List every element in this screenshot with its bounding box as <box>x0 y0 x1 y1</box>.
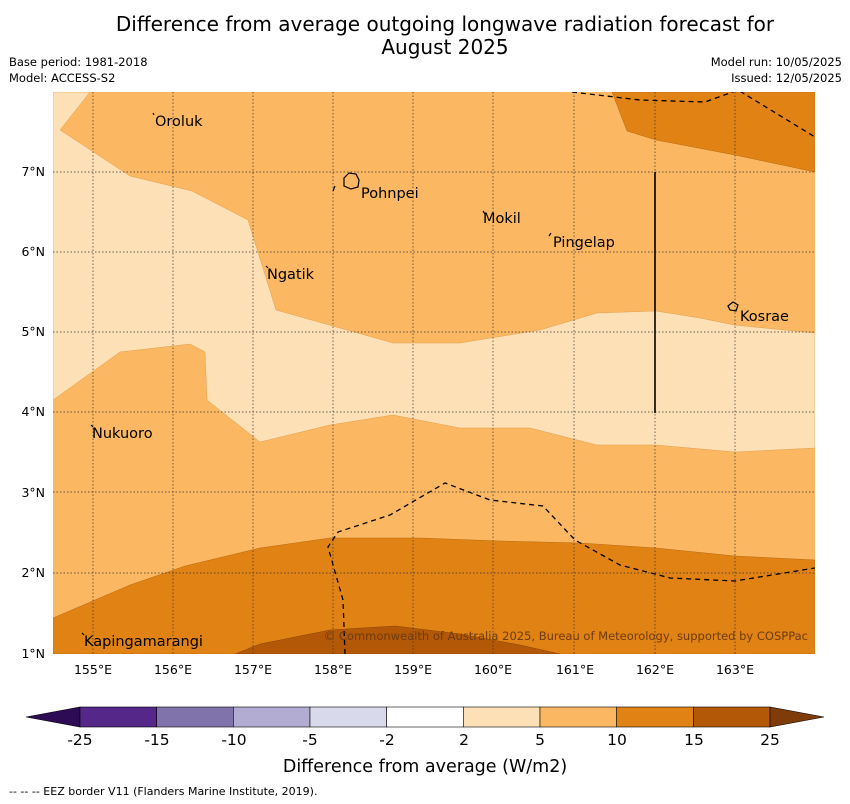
colorbar-segment <box>693 706 771 728</box>
colorbar-label: Difference from average (W/m2) <box>283 757 567 777</box>
lon-label-163e: 163°E <box>716 662 754 677</box>
label-pohnpei: Pohnpei <box>361 186 419 202</box>
issued-date: Issued: 12/05/2025 <box>731 71 842 85</box>
lon-label-155e: 155°E <box>74 662 112 677</box>
lat-label-6n: 6°N <box>21 244 45 259</box>
colorbar-segment <box>233 706 311 728</box>
model-name: Model: ACCESS-S2 <box>9 71 116 85</box>
label-kapingamarangi: Kapingamarangi <box>84 634 203 650</box>
colorbar-tick: -10 <box>221 731 246 749</box>
band-2-to-5-north <box>53 92 815 453</box>
colorbar-tick: 15 <box>684 731 704 749</box>
lon-label-159e: 159°E <box>394 662 432 677</box>
base-period: Base period: 1981-2018 <box>9 55 148 69</box>
label-oroluk: Oroluk <box>155 114 203 130</box>
map-plot-area <box>53 92 815 654</box>
lat-label-3n: 3°N <box>21 485 45 500</box>
colorbar-tick: -15 <box>144 731 169 749</box>
colorbar-extension-high <box>769 706 825 728</box>
nukuoro-island <box>90 424 94 428</box>
ngatik-island <box>265 265 269 269</box>
colorbar-segment <box>309 706 387 728</box>
lon-label-160e: 160°E <box>474 662 512 677</box>
label-nukuoro: Nukuoro <box>92 426 153 442</box>
colorbar-tick: -5 <box>302 731 317 749</box>
band-10-to-15-south <box>53 537 815 654</box>
colorbar-tick: 5 <box>535 731 545 749</box>
kapingamarangi-island <box>81 632 85 636</box>
colorbar-segment <box>156 706 234 728</box>
longitude-labels: 155°E 156°E 157°E 158°E 159°E 160°E 161°… <box>74 662 754 677</box>
place-labels: Oroluk Pohnpei Mokil Pingelap Ngatik Kos… <box>84 114 789 650</box>
lat-label-2n: 2°N <box>21 565 45 580</box>
map-title-line-2: August 2025 <box>381 35 509 59</box>
colorbar-tick: -2 <box>379 731 394 749</box>
metadata-right: Model run: 10/05/2025 Issued: 12/05/2025 <box>711 54 842 86</box>
colorbar-tick: 10 <box>607 731 627 749</box>
colorbar-tick-labels: -25 -15 -10 -5 -2 2 5 10 15 25 <box>67 731 780 749</box>
lon-label-161e: 161°E <box>556 662 594 677</box>
pingelap-island <box>548 232 552 237</box>
lat-label-4n: 4°N <box>21 404 45 419</box>
label-pingelap: Pingelap <box>553 235 615 251</box>
label-kosrae: Kosrae <box>740 309 789 325</box>
kosrae-island <box>727 301 739 312</box>
colorbar-segment <box>386 706 464 728</box>
colorbar-tick: -25 <box>67 731 92 749</box>
band-15-to-25 <box>234 625 561 654</box>
lon-label-162e: 162°E <box>636 662 674 677</box>
model-run: Model run: 10/05/2025 <box>710 55 842 69</box>
lat-label-7n: 7°N <box>21 164 45 179</box>
label-mokil: Mokil <box>483 211 521 227</box>
colorbar-segment <box>539 706 617 728</box>
metadata-left: Base period: 1981-2018 Model: ACCESS-S2 <box>9 54 148 86</box>
eez-border-north <box>571 92 815 138</box>
legend-footnote: -- -- -- EEZ border V11 (Flanders Marine… <box>9 785 318 798</box>
map-title: Difference from average outgoing longwav… <box>60 13 830 59</box>
lon-label-158e: 158°E <box>314 662 352 677</box>
lon-label-157e: 157°E <box>234 662 272 677</box>
colorbar-segment <box>616 706 694 728</box>
copyright-notice: © Commonwealth of Australia 2025, Bureau… <box>324 629 808 643</box>
colorbar-tick: 2 <box>459 731 469 749</box>
lon-label-156e: 156°E <box>154 662 192 677</box>
label-ngatik: Ngatik <box>267 267 315 283</box>
mokil-island <box>482 210 486 215</box>
oroluk-island <box>152 112 155 116</box>
islands <box>81 112 739 636</box>
colorbar <box>25 706 825 728</box>
latitude-labels: 1°N 2°N 3°N 4°N 5°N 6°N 7°N <box>21 164 45 661</box>
eez-border-south <box>327 482 815 654</box>
pohnpei-island <box>343 172 360 190</box>
lat-label-1n: 1°N <box>21 646 45 661</box>
map-title-line-1: Difference from average outgoing longwav… <box>115 12 775 36</box>
graticule <box>53 92 815 654</box>
lat-label-5n: 5°N <box>21 324 45 339</box>
colorbar-segment <box>463 706 541 728</box>
colorbar-segment <box>79 706 157 728</box>
eez-borders <box>327 92 815 654</box>
colorbar-extension-low <box>25 706 81 728</box>
colorbar-tick: 25 <box>760 731 780 749</box>
